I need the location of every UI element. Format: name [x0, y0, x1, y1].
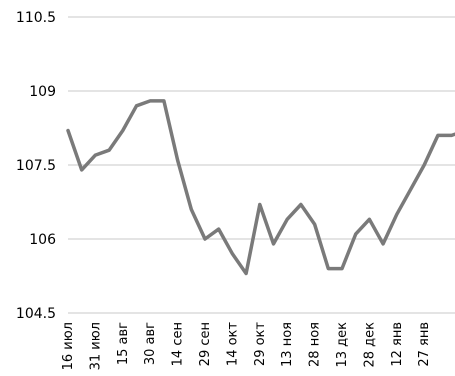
y-tick-label: 107.5	[16, 158, 56, 174]
y-tick-label: 104.5	[16, 306, 56, 322]
x-tick-label: 15 авг	[116, 322, 131, 365]
x-tick-label: 14 сен	[171, 322, 186, 366]
x-tick-label: 29 окт	[253, 322, 268, 366]
gridlines	[68, 16, 455, 314]
x-tick-label: 16 июл	[61, 322, 76, 370]
x-tick-label: 12 янв	[390, 322, 405, 367]
x-tick-label: 28 дек	[362, 322, 377, 368]
y-axis-tick-labels: 104.5 106 107.5 109 110.5	[16, 10, 56, 322]
x-tick-label: 30 авг	[143, 322, 158, 365]
y-tick-label: 110.5	[16, 10, 56, 26]
x-tick-label: 14 окт	[225, 322, 240, 366]
series-line	[66, 99, 455, 276]
x-tick-label: 13 ноя	[280, 322, 295, 367]
x-tick-label: 28 ноя	[308, 322, 323, 367]
x-tick-label: 13 дек	[335, 322, 350, 368]
x-tick-label: 29 сен	[198, 322, 213, 366]
x-tick-label: 27 янв	[417, 322, 432, 367]
y-tick-label: 109	[29, 84, 56, 100]
x-tick-label: 31 июл	[88, 322, 103, 370]
y-tick-label: 106	[29, 232, 56, 248]
x-axis-tick-labels: 16 июл 31 июл 15 авг 30 авг 14 сен 29 сен 14 о…	[61, 322, 432, 371]
